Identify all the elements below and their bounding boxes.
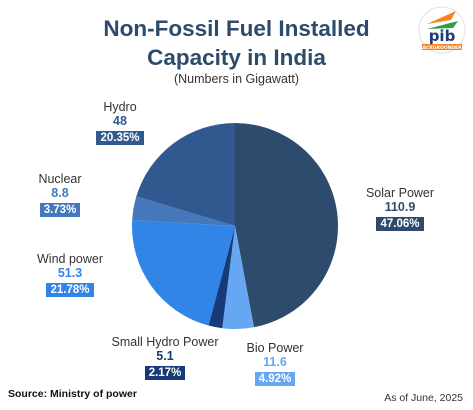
label-bio-power: Bio Power 11.6 4.92% — [235, 341, 315, 387]
chart-title-line2: Capacity in India — [147, 45, 326, 70]
slice-percent: 2.17% — [144, 366, 186, 380]
label-nuclear: Nuclear 8.8 3.73% — [20, 172, 100, 218]
slice-name: Small Hydro Power — [111, 335, 219, 349]
slice-value: 11.6 — [263, 355, 287, 369]
pie-slice-bio-power — [222, 226, 254, 329]
slice-percent: 3.73% — [39, 203, 81, 217]
pib-logo: pib BACKGROUNDERS — [418, 6, 466, 54]
pie-slice-solar-power — [235, 123, 339, 328]
slice-value: 8.8 — [51, 186, 69, 200]
label-small-hydro-power: Small Hydro Power 5.1 2.17% — [100, 335, 230, 381]
label-hydro: Hydro 48 20.35% — [80, 100, 160, 146]
slice-value: 48 — [113, 114, 127, 128]
slice-name: Hydro — [103, 100, 137, 114]
slice-name: Wind power — [37, 252, 103, 266]
slice-value: 51.3 — [57, 266, 83, 280]
label-solar-power: Solar Power 110.9 47.06% — [350, 186, 450, 232]
pie-slice-small-hydro-power — [208, 226, 235, 329]
pie-slice-hydro — [136, 123, 235, 226]
chart-title: Non-Fossil Fuel Installed Capacity in In… — [0, 14, 473, 72]
slice-value: 110.9 — [384, 200, 416, 214]
slice-percent: 4.92% — [254, 372, 296, 386]
source-note: Source: Ministry of power — [8, 388, 137, 400]
label-wind-power: Wind power 51.3 21.78% — [20, 252, 120, 298]
svg-text:pib: pib — [429, 27, 456, 45]
slice-percent: 47.06% — [376, 217, 424, 231]
slice-value: 5.1 — [156, 349, 174, 363]
pie-slice-nuclear — [132, 196, 235, 226]
date-note: As of June, 2025 — [384, 392, 463, 404]
slice-percent: 21.78% — [46, 283, 94, 297]
logo-text: BACKGROUNDERS — [419, 45, 465, 51]
chart-title-line1: Non-Fossil Fuel Installed — [103, 16, 370, 41]
chart-subtitle: (Numbers in Gigawatt) — [173, 72, 300, 86]
slice-name: Solar Power — [365, 186, 435, 200]
pie-slice-wind-power — [132, 220, 235, 326]
slice-percent: 20.35% — [96, 131, 144, 145]
slice-name: Nuclear — [38, 172, 82, 186]
slice-name: Bio Power — [246, 341, 304, 355]
